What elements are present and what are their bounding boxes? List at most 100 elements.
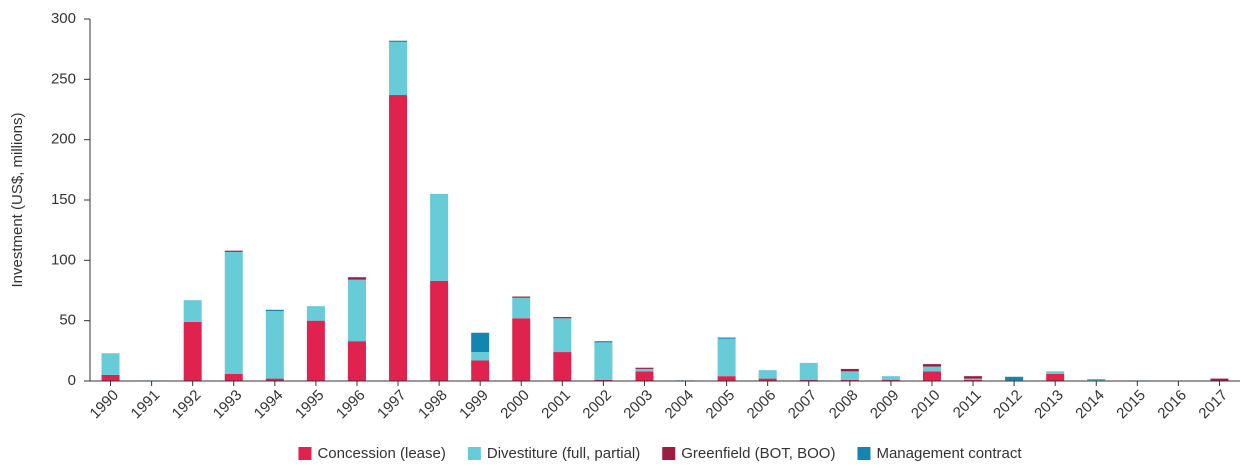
legend-swatch	[662, 447, 676, 460]
bar-segment	[1087, 379, 1106, 380]
x-tick-label: 1993	[210, 387, 246, 423]
bar-segment	[594, 341, 613, 343]
y-tick-label: 250	[51, 70, 76, 87]
y-tick-label: 300	[51, 10, 76, 27]
bar-segment	[964, 376, 983, 379]
bar-segment	[799, 362, 818, 380]
y-tick-label: 100	[51, 251, 76, 268]
x-tick-label: 2015	[1113, 387, 1149, 423]
x-tick-label: 2002	[579, 387, 615, 423]
bar-segment	[1210, 378, 1229, 381]
bar-segment	[594, 379, 613, 381]
legend-swatch	[467, 447, 481, 460]
y-tick-label: 0	[68, 372, 76, 389]
bar-segment	[512, 318, 531, 381]
bar-segment	[306, 320, 325, 381]
bar-segment	[1046, 373, 1065, 381]
bar-segment	[224, 250, 243, 252]
legend-swatch	[857, 447, 871, 460]
bar-segment	[471, 332, 490, 353]
legend-label: Greenfield (BOT, BOO)	[681, 445, 835, 462]
bar-segment	[1046, 371, 1065, 374]
bar-segment	[265, 311, 284, 379]
bar-segment	[183, 300, 202, 322]
legend-label: Concession (lease)	[317, 445, 445, 462]
legend-label: Divestiture (full, partial)	[487, 445, 640, 462]
x-tick-label: 2013	[1031, 387, 1067, 423]
bar-segment	[471, 360, 490, 381]
bar-segment	[183, 321, 202, 381]
x-tick-label: 2006	[744, 387, 780, 423]
bar-segment	[964, 378, 983, 380]
bar-segment	[471, 352, 490, 361]
bar-segment	[553, 352, 572, 381]
bar-segment	[881, 379, 900, 381]
bar-segment	[430, 193, 449, 281]
x-tick-label: 2014	[1072, 387, 1108, 423]
bar-segment	[922, 366, 941, 372]
bar-segment	[635, 367, 654, 369]
bar-segment	[265, 378, 284, 381]
x-tick-label: 1998	[415, 387, 451, 423]
bar-segment	[101, 353, 120, 375]
bar-segment	[758, 378, 777, 381]
x-tick-label: 2000	[497, 387, 533, 423]
x-tick-label: 1995	[292, 387, 328, 423]
bar-segment	[922, 364, 941, 367]
x-tick-label: 1990	[87, 387, 123, 423]
bar-segment	[224, 373, 243, 381]
x-tick-label: 2017	[1195, 387, 1231, 423]
bar-segment	[717, 376, 736, 381]
bar-segment	[635, 371, 654, 381]
x-tick-label: 2007	[785, 387, 821, 423]
bar-segment	[717, 337, 736, 339]
bar-segment	[347, 277, 366, 280]
x-tick-label: 2008	[826, 387, 862, 423]
x-tick-label: 1999	[456, 387, 492, 423]
x-tick-label: 1997	[374, 387, 410, 423]
bar-segment	[347, 279, 366, 342]
bar-segment	[717, 338, 736, 377]
bar-segment	[594, 342, 613, 380]
y-axis-label: Investment (US$, millions)	[9, 112, 26, 287]
x-tick-label: 2010	[908, 387, 944, 423]
bar-segment	[389, 41, 408, 96]
bar-segment	[840, 368, 859, 372]
y-tick-label: 50	[59, 312, 76, 329]
bar-segment	[101, 374, 120, 381]
x-tick-label: 2001	[538, 387, 574, 423]
bar-segment	[512, 296, 531, 298]
bar-segment	[224, 251, 243, 374]
legend-label: Management contract	[876, 445, 1022, 462]
bar-segment	[265, 309, 284, 312]
y-tick-label: 200	[51, 131, 76, 148]
bar-segment	[758, 370, 777, 379]
bar-segment	[389, 40, 408, 42]
bar-segment	[635, 368, 654, 372]
x-tick-label: 2005	[703, 387, 739, 423]
bar-segment	[964, 379, 983, 381]
x-tick-label: 2004	[662, 387, 698, 423]
x-tick-label: 1991	[128, 387, 164, 423]
bar-segment	[347, 341, 366, 381]
x-tick-label: 2012	[990, 387, 1026, 423]
x-tick-label: 2016	[1154, 387, 1190, 423]
x-tick-label: 2003	[620, 387, 656, 423]
bar-segment	[389, 95, 408, 382]
x-tick-label: 2009	[867, 387, 903, 423]
bar-segment	[922, 371, 941, 381]
legend-swatch	[298, 447, 312, 460]
bar-segment	[840, 371, 859, 380]
bar-segment	[306, 306, 325, 321]
bar-segment	[881, 376, 900, 380]
y-tick-label: 150	[51, 191, 76, 208]
bar-segment	[553, 318, 572, 353]
x-tick-label: 1994	[251, 387, 287, 423]
bar-segment	[553, 317, 572, 319]
bar-segment	[840, 379, 859, 381]
bar-segment	[512, 297, 531, 319]
bar-segment	[1005, 376, 1024, 381]
x-tick-label: 1992	[169, 387, 205, 423]
bar-segment	[1087, 379, 1106, 381]
